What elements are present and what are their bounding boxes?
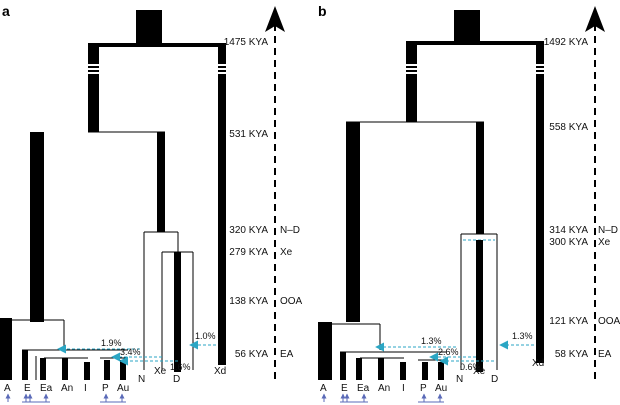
root-split-b: [406, 41, 544, 45]
time-b-4: 121 KYA: [549, 316, 588, 327]
flow-label-a-3: 1.0%: [195, 331, 216, 341]
flow-label-b-3: 1.3%: [512, 331, 533, 341]
time-a-1: 531 KYA: [229, 129, 268, 140]
time-b-3: 300 KYA: [549, 237, 588, 248]
xd-branch-a: [218, 45, 226, 365]
root-split-a: [88, 43, 226, 47]
time-arrow-a: [265, 6, 285, 32]
panel-a: a: [0, 3, 303, 403]
event-b-2: OOA: [598, 316, 620, 327]
panel-b-label: b: [318, 3, 327, 19]
time-b-0: 1492 KYA: [544, 37, 589, 48]
event-b-0: N–D: [598, 225, 618, 236]
sample-arrows-a: [5, 393, 126, 403]
event-a-1: Xe: [280, 247, 293, 258]
event-b-1: Xe: [598, 237, 611, 248]
time-a-4: 138 KYA: [229, 296, 268, 307]
root-branch-a: [136, 10, 162, 44]
time-a-5: 56 KYA: [235, 349, 268, 360]
tip-a-3: An: [61, 383, 73, 394]
flow-label-b-2: 2.6%: [438, 347, 459, 357]
tip-labels-b: A E Ea An I P Au N Xe D Xd: [320, 358, 544, 394]
modern-human-stem-a: [30, 132, 44, 322]
tip-a-6: Au: [117, 383, 129, 394]
flow-label-b-4: 0.6%: [460, 362, 481, 372]
tip-b-9: D: [491, 374, 498, 385]
flow-label-b-1: 1.3%: [421, 336, 442, 346]
event-a-2: OOA: [280, 296, 303, 307]
modern-archaic-stem-a: [88, 45, 99, 132]
tip-a-7: N: [138, 374, 145, 385]
archaic-stem-b: [476, 122, 484, 234]
time-a-0: 1475 KYA: [224, 37, 269, 48]
tip-b-6: Au: [435, 383, 447, 394]
tip-b-7: N: [456, 374, 463, 385]
tip-b-0: A: [320, 383, 327, 394]
tip-a-8: Xe: [154, 366, 167, 377]
time-labels-b: 1492 KYA 558 KYA 314 KYA 300 KYA 121 KYA…: [544, 37, 620, 360]
tip-a-9: D: [173, 374, 180, 385]
tip-b-10: Xd: [532, 358, 544, 369]
xd-branch-b: [536, 43, 544, 363]
root-branch-b: [454, 10, 480, 44]
flow-label-a-4: 1.6%: [170, 362, 191, 372]
tip-a-4: I: [84, 383, 87, 394]
modern-human-stem-b: [346, 122, 360, 322]
tip-a-0: A: [4, 383, 11, 394]
tip-b-4: I: [402, 383, 405, 394]
event-a-3: EA: [280, 349, 294, 360]
tip-labels-a: A E Ea An I P Au N Xe D Xd: [4, 366, 226, 394]
sample-arrows-b: [321, 393, 444, 403]
tip-b-8: Xe: [473, 366, 486, 377]
tip-b-2: Ea: [357, 383, 370, 394]
tip-a-1: E: [24, 383, 31, 394]
time-labels-a: 1475 KYA 531 KYA 320 KYA 279 KYA 138 KYA…: [224, 37, 303, 360]
tip-b-3: An: [378, 383, 390, 394]
tip-a-2: Ea: [40, 383, 53, 394]
archaic-stem-a: [157, 132, 165, 232]
time-a-3: 279 KYA: [229, 247, 268, 258]
flow-label-a-1: 1.9%: [101, 338, 122, 348]
panel-a-label: a: [2, 3, 10, 19]
tip-b-1: E: [341, 383, 348, 394]
time-b-5: 58 KYA: [555, 349, 588, 360]
flow-label-a-2: 3.4%: [120, 347, 141, 357]
time-a-2: 320 KYA: [229, 225, 268, 236]
event-b-3: EA: [598, 349, 612, 360]
tip-a-5: P: [102, 383, 109, 394]
panel-b: b 1.3% 2.6%: [318, 3, 620, 403]
modern-archaic-stem-b: [406, 43, 417, 122]
event-a-0: N–D: [280, 225, 300, 236]
tip-b-5: P: [420, 383, 427, 394]
time-b-1: 558 KYA: [549, 122, 588, 133]
tip-a-10: Xd: [214, 366, 226, 377]
time-arrow-b: [585, 6, 605, 32]
time-b-2: 314 KYA: [549, 225, 588, 236]
